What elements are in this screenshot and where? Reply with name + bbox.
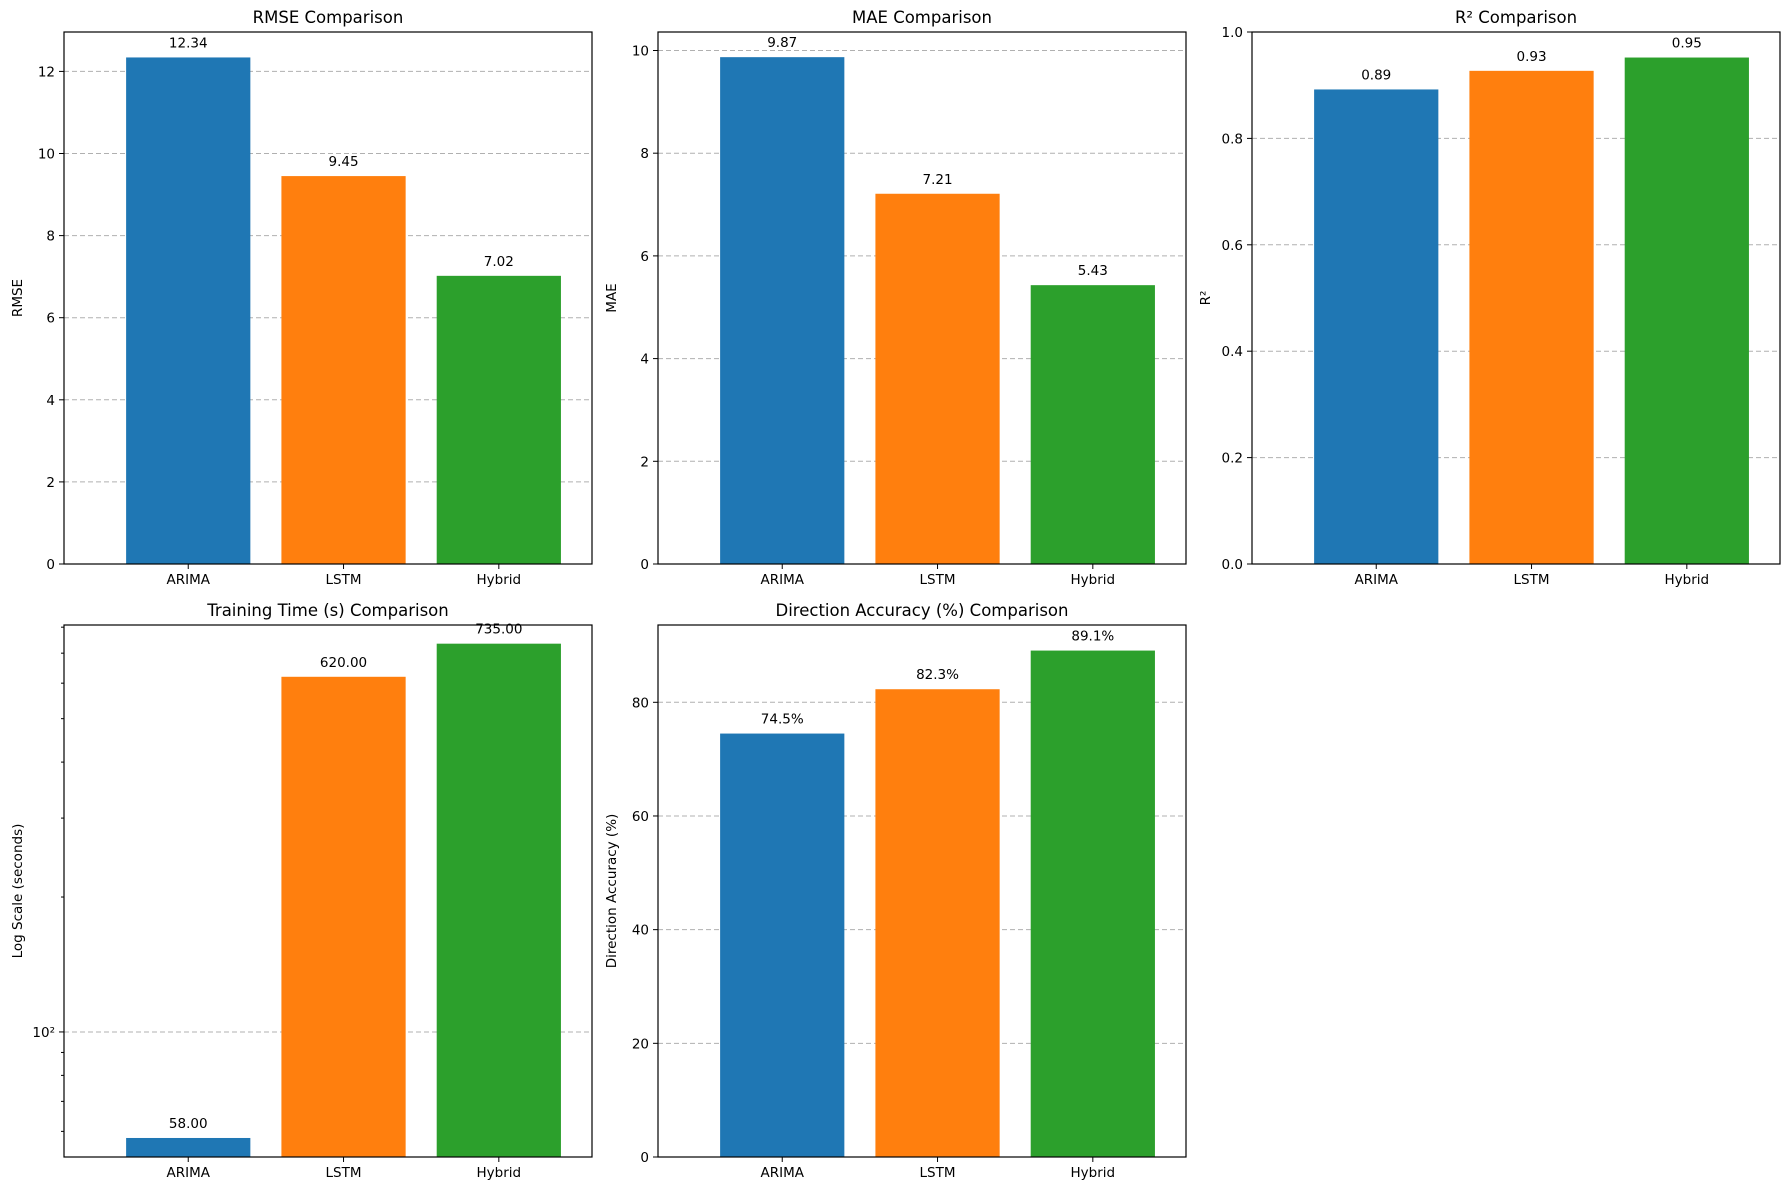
y-tick-label: 0: [640, 557, 649, 573]
x-tick-label: Hybrid: [477, 1165, 522, 1181]
plot-frame: [657, 31, 1187, 565]
data-label: 7.21: [922, 172, 952, 188]
y-tick-label: 60: [632, 809, 649, 825]
bar-hybrid: [1624, 57, 1749, 564]
chart-title: MAE Comparison: [852, 8, 992, 27]
plot-frame: [657, 624, 1187, 1158]
data-label: 9.45: [328, 154, 358, 170]
data-label: 620.00: [320, 655, 367, 671]
x-tick-label: ARIMA: [166, 572, 210, 588]
x-tick-label: LSTM: [920, 572, 956, 588]
chart-panel-1: 12.34 ARIMA 9.45 LSTM 7.02 Hybrid 0 2 4 6 8 10 12 RMS…: [10, 8, 593, 588]
chart-title: R² Comparison: [1455, 8, 1577, 27]
chart-title: Training Time (s) Comparison: [206, 601, 448, 620]
bar-lstm: [281, 676, 406, 1157]
y-axis-label: RMSE: [10, 279, 26, 317]
data-label: 5.43: [1078, 263, 1108, 279]
y-tick-label: 6: [46, 311, 55, 327]
y-tick-label: 80: [632, 695, 649, 711]
y-tick-label: 40: [632, 923, 649, 939]
bar-arima: [720, 733, 845, 1157]
data-label: 89.1%: [1071, 629, 1114, 645]
y-tick-label: 0.8: [1222, 131, 1243, 147]
y-tick-label: 4: [640, 352, 649, 368]
x-tick-label: ARIMA: [760, 572, 804, 588]
bar-arima: [126, 1137, 251, 1157]
y-tick-label: 8: [640, 146, 649, 162]
y-tick-label: 10²: [32, 1025, 55, 1041]
x-tick-label: LSTM: [1514, 572, 1550, 588]
y-axis-label: R²: [1198, 291, 1214, 306]
data-label: 58.00: [169, 1116, 208, 1132]
x-tick-label: LSTM: [326, 1165, 362, 1181]
y-tick-label: 0: [640, 1150, 649, 1166]
x-tick-label: ARIMA: [1354, 572, 1398, 588]
plot-frame: [63, 624, 593, 1158]
bar-arima: [720, 57, 845, 564]
y-axis-label: Log Scale (seconds): [10, 824, 26, 959]
y-tick-label: 10: [632, 43, 649, 59]
y-tick-label: 10: [38, 147, 55, 163]
y-tick-label: 0.2: [1222, 451, 1243, 467]
x-tick-label: LSTM: [326, 572, 362, 588]
data-label: 82.3%: [916, 667, 959, 683]
chart-title: Direction Accuracy (%) Comparison: [776, 601, 1069, 620]
data-label: 0.93: [1516, 49, 1546, 65]
chart-panel-2: 9.87 ARIMA 7.21 LSTM 5.43 Hybrid 0 2 4 6 8 10 MAE Co…: [604, 8, 1187, 588]
y-tick-label: 0: [46, 557, 55, 573]
x-tick-label: Hybrid: [477, 572, 522, 588]
y-tick-label: 20: [632, 1036, 649, 1052]
x-tick-label: ARIMA: [166, 1165, 210, 1181]
y-tick-label: 0.0: [1222, 557, 1243, 573]
bar-hybrid: [1030, 285, 1155, 564]
data-label: 0.89: [1361, 67, 1391, 83]
x-tick-label: Hybrid: [1071, 572, 1116, 588]
bar-hybrid: [436, 275, 561, 564]
y-tick-label: 2: [640, 454, 649, 470]
bar-arima: [126, 57, 251, 564]
x-tick-label: Hybrid: [1665, 572, 1710, 588]
y-tick-label: 0.6: [1222, 238, 1243, 254]
bar-lstm: [875, 193, 1000, 564]
chart-title: RMSE Comparison: [253, 8, 404, 27]
chart-panel-5: 74.5% ARIMA 82.3% LSTM 89.1% Hybrid 0 20 40 60 80 D…: [604, 601, 1187, 1181]
bar-lstm: [281, 176, 406, 565]
x-tick-label: ARIMA: [760, 1165, 804, 1181]
data-label: 0.95: [1672, 36, 1702, 52]
chart-panel-4: 58.00 ARIMA 620.00 LSTM 735.00 Hybrid 10² Train…: [10, 601, 593, 1181]
data-label: 9.87: [767, 35, 797, 51]
plot-frame: [63, 31, 593, 565]
plot-frame: [1251, 31, 1781, 565]
bar-hybrid: [436, 643, 561, 1157]
bar-hybrid: [1030, 650, 1155, 1157]
y-axis-label: MAE: [604, 283, 620, 312]
y-tick-label: 0.4: [1222, 344, 1243, 360]
bar-lstm: [875, 689, 1000, 1157]
bar-lstm: [1469, 70, 1594, 564]
data-label: 7.02: [484, 254, 514, 270]
y-tick-label: 8: [46, 229, 55, 245]
y-tick-label: 1.0: [1222, 25, 1243, 41]
y-tick-label: 4: [46, 393, 55, 409]
chart-panel-3: 0.89 ARIMA 0.93 LSTM 0.95 Hybrid 0.0 0.2 0.4 0.6 0…: [1198, 8, 1781, 588]
y-tick-label: 6: [640, 249, 649, 265]
x-tick-label: Hybrid: [1071, 1165, 1116, 1181]
y-tick-label: 2: [46, 475, 55, 491]
data-label: 74.5%: [761, 712, 804, 728]
y-tick-label: 12: [38, 64, 55, 80]
x-tick-label: LSTM: [920, 1165, 956, 1181]
data-label: 735.00: [475, 622, 522, 638]
data-label: 12.34: [169, 35, 208, 51]
y-axis-label: Direction Accuracy (%): [604, 814, 620, 969]
bar-arima: [1314, 89, 1439, 565]
